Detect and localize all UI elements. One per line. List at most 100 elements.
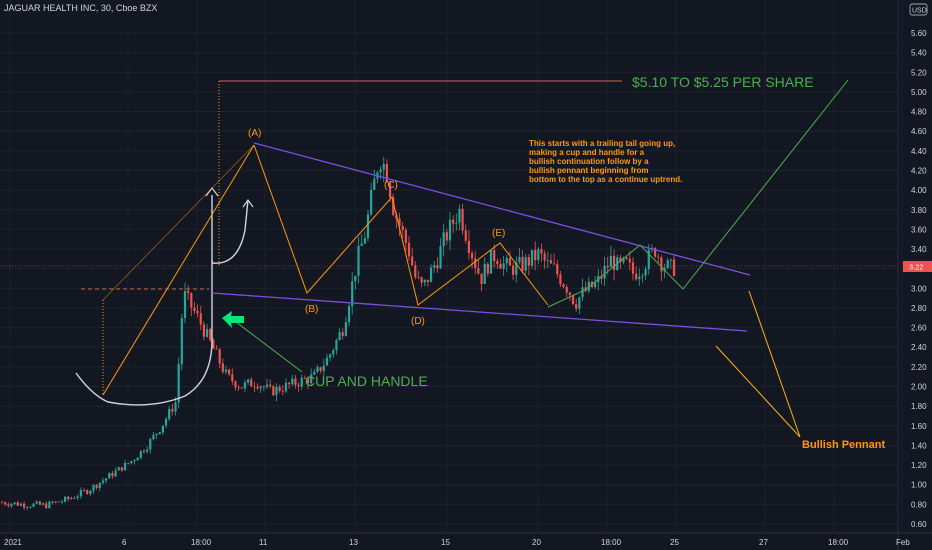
candle-body: [41, 503, 45, 505]
candle-body: [429, 267, 433, 283]
candle-body: [445, 232, 448, 241]
candle-body: [111, 473, 114, 477]
candle-body: [130, 461, 133, 464]
y-tick-label: 2.00: [911, 383, 927, 392]
candle-body: [603, 265, 606, 279]
y-tick-label: 1.60: [911, 422, 927, 431]
candle-body: [366, 214, 370, 239]
candle-body: [382, 163, 385, 170]
candle-body: [553, 263, 556, 265]
symbol-title[interactable]: JAGUAR HEALTH INC, 30, Cboe BZX: [4, 3, 157, 13]
x-tick-label: 20: [532, 538, 541, 547]
candle-body: [414, 265, 417, 278]
candle-body: [329, 354, 332, 358]
candle-body: [319, 367, 322, 372]
candle-body: [546, 260, 549, 261]
candle-body: [332, 350, 335, 355]
wave-label-d: (D): [411, 316, 425, 327]
pennant-lower-line[interactable]: [211, 292, 748, 332]
target-price-label: $5.10 TO $5.25 PER SHARE: [632, 74, 814, 90]
candle-body: [448, 219, 452, 241]
candle-body: [196, 311, 199, 314]
candle-body: [246, 379, 250, 383]
x-tick-label: 27: [759, 538, 768, 547]
y-tick-label: 5.40: [911, 49, 927, 58]
y-tick-label: 3.80: [911, 206, 927, 215]
candle-body: [127, 462, 130, 464]
candle-body: [666, 260, 669, 268]
x-tick-label: 18:00: [828, 538, 849, 547]
x-tick-label: 18:00: [601, 538, 622, 547]
y-tick-label: 5.60: [911, 29, 927, 38]
candle-body: [89, 490, 92, 494]
candle-body: [388, 182, 392, 198]
pennant-pointer-1: [748, 290, 801, 438]
annotations: [0, 79, 898, 438]
candle-body: [313, 371, 316, 375]
candle-body: [250, 379, 253, 387]
y-tick-label: 4.80: [911, 108, 927, 117]
candle-body: [35, 501, 38, 504]
x-tick-label: 15: [441, 538, 450, 547]
candle-body: [641, 275, 644, 277]
x-tick-label: 13: [349, 538, 358, 547]
note-line-1: This starts with a trailing tail going u…: [529, 139, 675, 148]
time-axis[interactable]: 2021 6 18:00 11 13 15 20 18:00 25 27 18:00 Feb: [4, 538, 910, 547]
cup-trend-line-1: [102, 144, 255, 396]
candle-body: [168, 408, 171, 419]
candle-body: [612, 255, 616, 271]
candle-body: [243, 382, 247, 389]
candle-body: [187, 290, 190, 293]
candle-body: [347, 306, 351, 323]
cup-curve[interactable]: [75, 260, 213, 406]
currency-badge[interactable]: USD: [912, 8, 927, 15]
note-line-2: making a cup and handle for a: [529, 148, 645, 157]
candle-body: [530, 249, 534, 266]
candle-body: [79, 490, 82, 497]
price-axis[interactable]: 5.60 5.40 5.20 5.00 4.80 4.60 4.40 4.20 4.00 3.80…: [911, 29, 927, 529]
candle-body: [638, 276, 641, 280]
candle-body: [180, 318, 183, 365]
continuation-zigzag[interactable]: [547, 79, 849, 308]
candle-body: [316, 367, 319, 372]
candle-body: [146, 449, 149, 452]
y-tick-label: 2.80: [911, 304, 927, 313]
pennant-upper-line[interactable]: [253, 142, 751, 276]
candle-body: [193, 307, 196, 312]
candle-body: [483, 263, 486, 284]
wave-zigzag[interactable]: [253, 144, 549, 306]
current-price-tag: [903, 261, 932, 272]
candle-body: [16, 502, 19, 506]
candle-body: [297, 384, 300, 387]
candle-body: [98, 482, 101, 488]
candle-body: [10, 503, 13, 506]
handle-curve[interactable]: [211, 195, 249, 264]
candle-body: [518, 256, 521, 263]
x-tick-label: 25: [670, 538, 679, 547]
candle-body: [54, 501, 57, 503]
candle-body: [619, 257, 622, 263]
candle-body: [571, 294, 575, 305]
candle-body: [231, 374, 234, 382]
candle-body: [114, 470, 117, 477]
candle-body: [565, 286, 568, 293]
candle-body: [458, 208, 461, 223]
candle-body: [502, 263, 505, 269]
candle-body: [133, 460, 136, 462]
candle-body: [105, 478, 108, 481]
handle-arrow-right: [242, 198, 254, 208]
y-tick-label: 3.00: [911, 284, 927, 293]
candle-body: [508, 258, 512, 266]
candle-body: [269, 384, 272, 387]
candle-body: [13, 502, 16, 504]
candle-body: [335, 340, 338, 351]
bullish-pennant-label: Bullish Pennant: [802, 439, 885, 451]
candle-body: [92, 484, 95, 491]
candle-body: [29, 506, 32, 508]
candle-body: [51, 501, 54, 503]
y-tick-label: 5.00: [911, 88, 927, 97]
candle-body: [57, 501, 60, 503]
candle-body: [527, 257, 530, 266]
